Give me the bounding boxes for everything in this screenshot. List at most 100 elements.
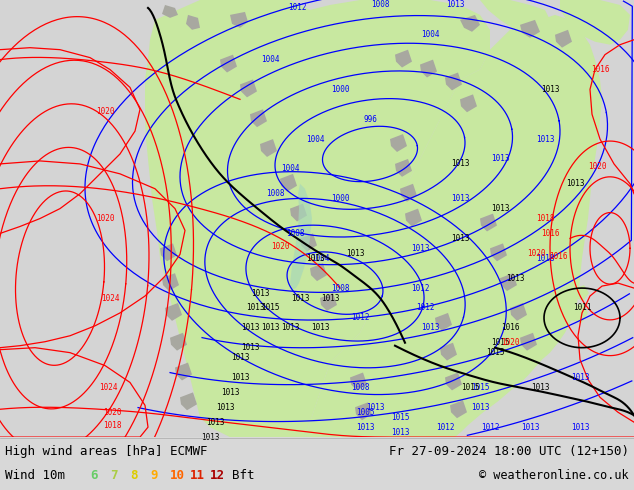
Text: © weatheronline.co.uk: © weatheronline.co.uk [479, 468, 629, 482]
Text: 1012: 1012 [288, 3, 306, 12]
Polygon shape [565, 303, 588, 323]
Text: 8: 8 [130, 468, 138, 482]
Polygon shape [290, 204, 307, 221]
Polygon shape [445, 372, 462, 391]
Text: 1013: 1013 [201, 433, 219, 441]
Polygon shape [165, 303, 182, 321]
Text: 1013: 1013 [356, 423, 374, 432]
Polygon shape [395, 49, 412, 68]
Text: 1013: 1013 [306, 254, 324, 263]
Polygon shape [555, 30, 572, 48]
Text: 1013: 1013 [241, 323, 259, 332]
Text: 9: 9 [150, 468, 157, 482]
Polygon shape [350, 372, 367, 391]
Polygon shape [420, 60, 437, 77]
Text: 7: 7 [110, 468, 117, 482]
Text: 1013: 1013 [321, 294, 339, 302]
Polygon shape [220, 54, 237, 73]
Text: 11: 11 [190, 468, 205, 482]
Polygon shape [300, 233, 317, 251]
Text: 1013: 1013 [261, 323, 279, 332]
Text: 1020: 1020 [103, 408, 121, 417]
Text: 1020: 1020 [96, 214, 114, 223]
Polygon shape [355, 402, 372, 420]
Polygon shape [405, 209, 422, 226]
Text: 1013: 1013 [541, 85, 559, 94]
Polygon shape [445, 73, 462, 90]
Polygon shape [170, 333, 187, 351]
Text: 996: 996 [363, 115, 377, 123]
Text: Bft: Bft [232, 468, 254, 482]
Polygon shape [260, 139, 277, 157]
Polygon shape [560, 0, 630, 45]
Text: Fr 27-09-2024 18:00 UTC (12+150): Fr 27-09-2024 18:00 UTC (12+150) [389, 445, 629, 459]
Text: 1008: 1008 [331, 284, 349, 293]
Polygon shape [440, 343, 457, 361]
Text: 1013: 1013 [411, 244, 429, 253]
Polygon shape [573, 285, 589, 301]
Text: 1013: 1013 [506, 273, 524, 283]
Polygon shape [162, 5, 178, 18]
Polygon shape [390, 134, 407, 152]
Polygon shape [280, 174, 297, 192]
Polygon shape [162, 273, 179, 291]
Text: 1018: 1018 [536, 254, 554, 263]
Text: 1020: 1020 [271, 242, 289, 251]
Text: 1016: 1016 [549, 252, 567, 261]
Polygon shape [460, 15, 480, 32]
Text: 1000: 1000 [331, 85, 349, 94]
Text: 1013: 1013 [251, 289, 269, 297]
Text: 12: 12 [210, 468, 225, 482]
Text: 1004: 1004 [311, 254, 329, 263]
Polygon shape [230, 12, 248, 28]
Polygon shape [395, 159, 412, 177]
Polygon shape [320, 293, 337, 311]
Text: 1008: 1008 [266, 189, 284, 198]
Text: 1004: 1004 [281, 164, 299, 173]
Text: 1011: 1011 [573, 303, 592, 313]
Polygon shape [510, 303, 527, 321]
Text: 1012: 1012 [411, 284, 429, 293]
Polygon shape [435, 313, 452, 331]
Text: 1013: 1013 [221, 388, 239, 397]
Text: 1024: 1024 [99, 383, 117, 392]
Text: 1013: 1013 [216, 403, 234, 412]
Text: 1016: 1016 [591, 65, 609, 74]
Text: 1008: 1008 [351, 383, 369, 392]
Text: 1013: 1013 [231, 353, 249, 362]
Text: 1013: 1013 [391, 428, 410, 437]
Text: 1020: 1020 [96, 107, 114, 116]
Polygon shape [480, 214, 497, 231]
Text: 1013: 1013 [446, 0, 464, 9]
Polygon shape [145, 0, 490, 437]
Polygon shape [490, 244, 507, 261]
Text: 1016: 1016 [501, 323, 519, 332]
Text: 1013: 1013 [246, 303, 264, 313]
Text: 1015: 1015 [471, 383, 489, 392]
Text: 1013: 1013 [206, 417, 224, 427]
Text: 1013: 1013 [346, 249, 365, 258]
Text: 1013: 1013 [231, 373, 249, 382]
Text: 1018: 1018 [103, 420, 121, 430]
Polygon shape [240, 79, 257, 98]
Text: 1013: 1013 [491, 154, 509, 164]
Text: 1013: 1013 [521, 423, 540, 432]
Polygon shape [186, 15, 200, 30]
Polygon shape [175, 363, 192, 380]
Text: 1013: 1013 [451, 234, 469, 243]
Text: 1004: 1004 [421, 30, 439, 39]
Text: 1015: 1015 [461, 383, 479, 392]
Polygon shape [520, 20, 540, 38]
Text: 1012: 1012 [436, 423, 454, 432]
Text: 1013: 1013 [451, 159, 469, 169]
Text: 1013: 1013 [421, 323, 439, 332]
Polygon shape [0, 0, 634, 437]
Text: Wind 10m: Wind 10m [5, 468, 65, 482]
Text: 1013: 1013 [571, 423, 589, 432]
Text: 1013: 1013 [241, 343, 259, 352]
Text: High wind areas [hPa] ECMWF: High wind areas [hPa] ECMWF [5, 445, 207, 459]
Polygon shape [400, 184, 417, 202]
Text: 1024: 1024 [101, 294, 119, 302]
Text: 1013: 1013 [311, 323, 329, 332]
Polygon shape [460, 95, 477, 112]
